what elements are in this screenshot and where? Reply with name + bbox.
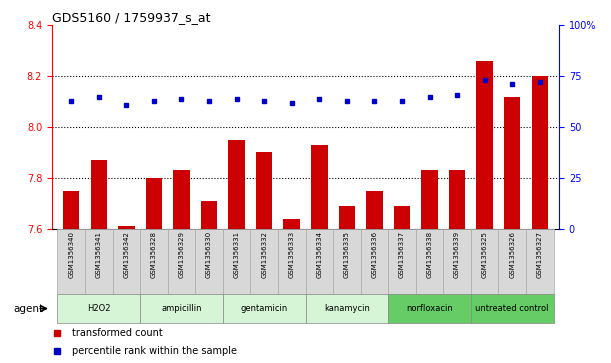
Text: GSM1356341: GSM1356341 bbox=[96, 231, 102, 278]
Bar bbox=[360, 229, 388, 294]
Bar bbox=[145, 178, 162, 229]
Bar bbox=[118, 226, 134, 229]
Bar bbox=[63, 191, 79, 229]
Text: ampicillin: ampicillin bbox=[161, 304, 202, 313]
Bar bbox=[393, 206, 410, 229]
Text: agent: agent bbox=[13, 303, 43, 314]
Bar bbox=[499, 229, 526, 294]
Text: untreated control: untreated control bbox=[475, 304, 549, 313]
Bar bbox=[284, 219, 300, 229]
Text: GSM1356333: GSM1356333 bbox=[289, 231, 295, 278]
Bar bbox=[167, 229, 196, 294]
Text: GSM1356334: GSM1356334 bbox=[316, 231, 322, 278]
Text: GSM1356331: GSM1356331 bbox=[233, 231, 240, 278]
Bar bbox=[201, 201, 218, 229]
Text: percentile rank within the sample: percentile rank within the sample bbox=[72, 346, 237, 356]
Text: GSM1356330: GSM1356330 bbox=[206, 231, 212, 278]
Bar bbox=[415, 229, 444, 294]
Bar bbox=[388, 294, 471, 323]
Bar bbox=[333, 229, 360, 294]
Text: GSM1356325: GSM1356325 bbox=[481, 231, 488, 278]
Bar bbox=[449, 170, 466, 229]
Bar bbox=[173, 170, 190, 229]
Bar bbox=[471, 229, 499, 294]
Bar bbox=[504, 97, 521, 229]
Text: transformed count: transformed count bbox=[72, 328, 163, 338]
Text: gentamicin: gentamicin bbox=[241, 304, 288, 313]
Text: GSM1356326: GSM1356326 bbox=[509, 231, 515, 278]
Bar bbox=[388, 229, 415, 294]
Bar bbox=[338, 206, 355, 229]
Text: GSM1356340: GSM1356340 bbox=[68, 231, 74, 278]
Text: GSM1356328: GSM1356328 bbox=[151, 231, 157, 278]
Text: GSM1356342: GSM1356342 bbox=[123, 231, 130, 278]
Bar bbox=[196, 229, 223, 294]
Bar bbox=[57, 229, 85, 294]
Bar bbox=[223, 229, 251, 294]
Bar bbox=[57, 294, 140, 323]
Text: H2O2: H2O2 bbox=[87, 304, 111, 313]
Bar bbox=[251, 229, 278, 294]
Bar bbox=[532, 76, 548, 229]
Text: norfloxacin: norfloxacin bbox=[406, 304, 453, 313]
Text: GSM1356337: GSM1356337 bbox=[399, 231, 405, 278]
Bar bbox=[477, 61, 493, 229]
Bar bbox=[306, 294, 388, 323]
Bar bbox=[278, 229, 306, 294]
Bar bbox=[444, 229, 471, 294]
Bar bbox=[366, 191, 382, 229]
Bar bbox=[471, 294, 554, 323]
Text: kanamycin: kanamycin bbox=[324, 304, 370, 313]
Bar bbox=[85, 229, 112, 294]
Text: GDS5160 / 1759937_s_at: GDS5160 / 1759937_s_at bbox=[52, 11, 210, 24]
Bar bbox=[306, 229, 333, 294]
Bar bbox=[256, 152, 273, 229]
Text: GSM1356332: GSM1356332 bbox=[261, 231, 267, 278]
Text: GSM1356327: GSM1356327 bbox=[537, 231, 543, 278]
Bar bbox=[140, 229, 167, 294]
Bar bbox=[421, 170, 438, 229]
Text: GSM1356336: GSM1356336 bbox=[371, 231, 378, 278]
Text: GSM1356339: GSM1356339 bbox=[454, 231, 460, 278]
Bar bbox=[311, 145, 327, 229]
Bar bbox=[526, 229, 554, 294]
Text: GSM1356338: GSM1356338 bbox=[426, 231, 433, 278]
Bar bbox=[90, 160, 107, 229]
Text: GSM1356329: GSM1356329 bbox=[178, 231, 185, 278]
Text: GSM1356335: GSM1356335 bbox=[344, 231, 350, 278]
Bar bbox=[223, 294, 306, 323]
Bar bbox=[229, 140, 245, 229]
Bar bbox=[140, 294, 223, 323]
Bar bbox=[112, 229, 140, 294]
